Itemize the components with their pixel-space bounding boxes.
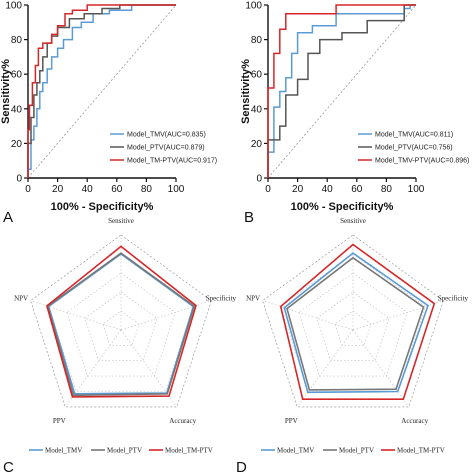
y-tick-label: 20 xyxy=(251,139,263,150)
radar-series-polygon xyxy=(46,252,196,397)
radar-grid-ring xyxy=(262,234,444,408)
radar-axis-label: NPV xyxy=(14,295,28,303)
x-axis-title: 100% - Specificity% xyxy=(51,201,154,213)
legend-label: Model_TM-PTV xyxy=(165,447,213,455)
y-tick-label: 40 xyxy=(251,104,263,115)
legend-label: Model_TM-PTV(AUC=0.917) xyxy=(127,158,217,165)
radar-axis-label: PPV xyxy=(285,417,298,425)
x-tick-label: 60 xyxy=(111,184,123,195)
x-tick-label: 40 xyxy=(82,184,94,195)
panel-letter: C xyxy=(3,459,14,474)
radar-spoke xyxy=(352,329,410,408)
reference-diagonal xyxy=(27,4,177,179)
panel-letter: B xyxy=(244,209,254,226)
radar-series-polygon xyxy=(286,256,425,391)
x-tick-label: 0 xyxy=(265,184,271,195)
x-tick-label: 0 xyxy=(25,184,31,195)
radar-axis-label: Specificity xyxy=(206,295,237,303)
x-tick-label: 60 xyxy=(351,184,363,195)
radar-panel-d: Sensitive Specificity Accuracy PPV NPV Model_… xyxy=(236,217,469,474)
roc-series-line xyxy=(27,4,176,178)
legend-label: Model_TMV xyxy=(45,447,82,455)
roc-series-line xyxy=(267,4,416,178)
x-axis-title: 100% - Specificity% xyxy=(291,201,394,213)
legend-label: Model_PTV(AUC=0.756) xyxy=(375,145,453,152)
radar-spoke xyxy=(120,300,212,331)
y-tick-label: 40 xyxy=(11,104,23,115)
radar-axis-label: Specificity xyxy=(438,295,469,303)
radar-grid-ring xyxy=(66,272,176,377)
y-tick-label: 100 xyxy=(245,1,262,12)
reference-diagonal xyxy=(267,4,417,179)
y-tick-label: 60 xyxy=(11,70,23,81)
radar-grid-ring xyxy=(280,253,426,392)
radar-spoke xyxy=(262,300,354,331)
legend-label: Model_PTV(AUC=0.879) xyxy=(127,145,205,152)
radar-panel-c: Sensitive Specificity Accuracy PPV NPV Model_… xyxy=(3,217,237,474)
y-tick-label: 80 xyxy=(251,35,263,46)
legend-label: Model_TMV(AUC=0.835) xyxy=(127,132,206,139)
x-tick-label: 100 xyxy=(408,184,425,195)
x-tick-label: 20 xyxy=(52,184,64,195)
radar-grid-ring xyxy=(30,234,212,408)
radar-axis-label: Sensitive xyxy=(340,217,366,225)
x-tick-label: 80 xyxy=(141,184,153,195)
legend-label: Model_PTV xyxy=(107,447,142,455)
radar-grid-ring xyxy=(334,310,372,346)
y-tick-label: 100 xyxy=(5,1,22,12)
radar-axis-label: NPV xyxy=(246,295,260,303)
legend-label: Model_TMV-PTV(AUC=0.896) xyxy=(375,158,469,165)
legend-label: Model_TMV xyxy=(277,447,314,455)
radar-spoke xyxy=(296,329,354,408)
radar-axis-label: Sensitive xyxy=(108,217,134,225)
y-tick-label: 60 xyxy=(251,70,263,81)
x-tick-label: 80 xyxy=(381,184,393,195)
roc-panel-a: 0 20 40 60 80 100 0 20 40 60 80 100 100% - Specifici… xyxy=(0,1,217,227)
radar-axis-label: PPV xyxy=(53,417,66,425)
radar-series-polygon xyxy=(45,245,197,398)
roc-series-line xyxy=(267,4,416,178)
y-tick-label: 20 xyxy=(11,139,23,150)
y-tick-label: 80 xyxy=(11,35,23,46)
radar-grid-ring xyxy=(84,291,158,362)
radar-grid-ring xyxy=(102,310,140,346)
legend-label: Model_PTV xyxy=(339,447,374,455)
panel-letter: D xyxy=(236,459,247,474)
y-axis-title: Sensitivity% xyxy=(240,59,252,124)
x-tick-label: 100 xyxy=(168,184,185,195)
radar-axis-label: Accuracy xyxy=(401,417,428,425)
radar-axis-label: Accuracy xyxy=(169,417,196,425)
y-tick-label: 0 xyxy=(16,174,22,185)
x-tick-label: 40 xyxy=(322,184,334,195)
y-axis-title: Sensitivity% xyxy=(0,59,12,124)
radar-series-polygon xyxy=(279,243,436,401)
x-tick-label: 20 xyxy=(292,184,304,195)
legend-label: Model_TM-PTV xyxy=(397,447,445,455)
y-tick-label: 0 xyxy=(256,174,262,185)
radar-grid-ring xyxy=(316,291,390,362)
roc-panel-b: 0 20 40 60 80 100 0 20 40 60 80 100 100% - Specifici… xyxy=(240,1,469,227)
legend-label: Model_TMV(AUC=0.811) xyxy=(375,132,453,139)
panel-letter: A xyxy=(3,209,13,226)
radar-series-polygon xyxy=(283,252,429,394)
radar-spoke xyxy=(30,300,122,331)
radar-grid-ring xyxy=(298,272,408,377)
